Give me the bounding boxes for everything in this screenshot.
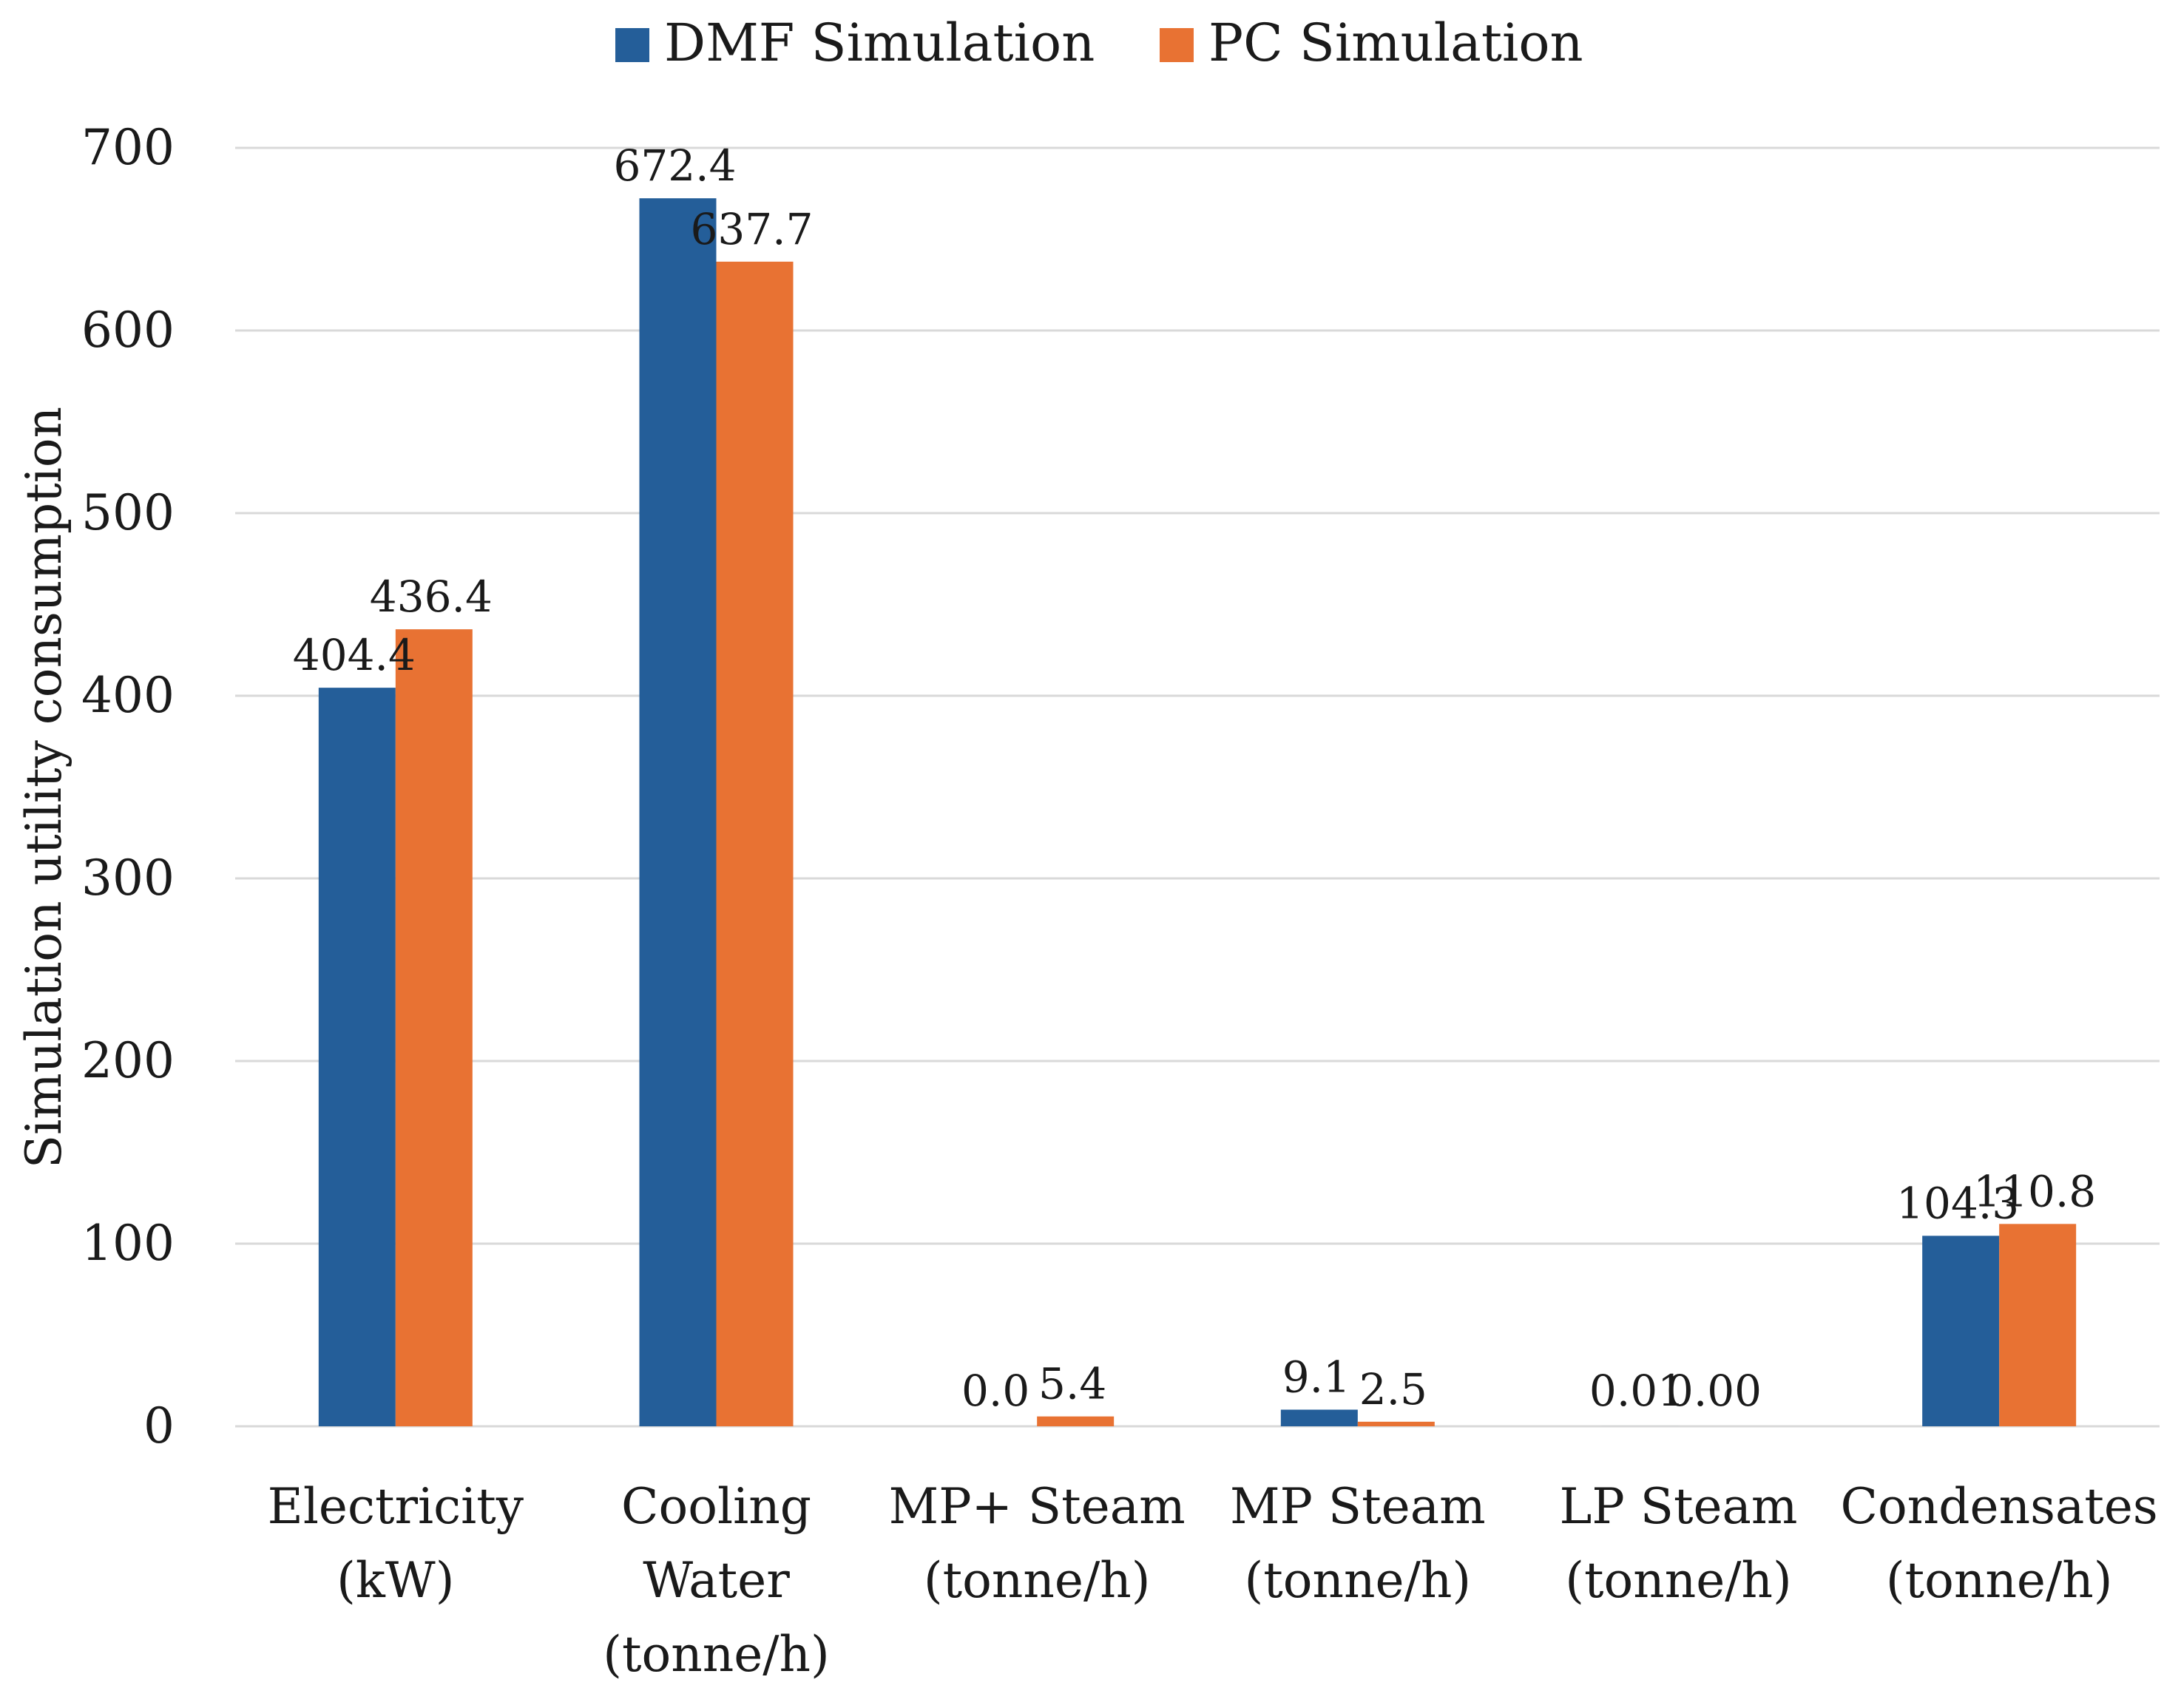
- y-tick-label-0: 0: [143, 1397, 175, 1454]
- category-label-mp-steam: MP Steam (tonne/h): [1230, 1478, 1486, 1609]
- value-label-dmf-simulation-mp-steam: 0.0: [961, 1366, 1029, 1416]
- value-label-pc-simulation-lp-steam: 0.00: [1666, 1366, 1762, 1416]
- category-label-lp-steam: LP Steam (tonne/h): [1560, 1478, 1798, 1609]
- grid-lines: [235, 146, 2160, 1428]
- bar-pc-simulation-mp-steam: [1037, 1416, 1115, 1426]
- bar-pc-simulation-cooling: [716, 261, 794, 1427]
- bar-dmf-simulation-cooling: [639, 198, 717, 1426]
- value-label-pc-simulation-cooling: 637.7: [690, 204, 813, 254]
- value-label-dmf-simulation-condensates: 104.3: [1896, 1178, 2019, 1228]
- bar-dmf-simulation-mp-steam: [1280, 1409, 1358, 1426]
- bar-dmf-simulation-electricity: [318, 688, 396, 1426]
- y-tick-label-200: 200: [81, 1032, 175, 1089]
- bar-pc-simulation-mp-steam: [1357, 1421, 1435, 1426]
- y-tick-label-600: 600: [81, 302, 175, 359]
- value-label-pc-simulation-mp-steam: 5.4: [1038, 1359, 1106, 1409]
- bar-pc-simulation-condensates: [1999, 1224, 2077, 1426]
- category-label-cooling: Cooling Water (tonne/h): [603, 1478, 830, 1683]
- legend-swatch-pc-simulation: [1160, 28, 1194, 62]
- category-label-mp-steam: MP+ Steam (tonne/h): [889, 1478, 1186, 1609]
- value-label-dmf-simulation-cooling: 672.4: [613, 140, 736, 191]
- legend-label-dmf-simulation: DMF Simulation: [664, 13, 1095, 73]
- y-tick-label-400: 400: [81, 667, 175, 724]
- bar-pc-simulation-electricity: [395, 629, 473, 1426]
- y-tick-label-500: 500: [81, 484, 175, 541]
- value-label-dmf-simulation-electricity: 404.4: [293, 630, 416, 680]
- value-label-pc-simulation-electricity: 436.4: [370, 572, 493, 622]
- y-tick-label-700: 700: [81, 119, 175, 176]
- value-label-pc-simulation-mp-steam: 2.5: [1359, 1364, 1427, 1414]
- legend: DMF Simulation PC Simulation: [615, 13, 1583, 73]
- legend-label-pc-simulation: PC Simulation: [1208, 13, 1583, 73]
- value-label-dmf-simulation-lp-steam: 0.01: [1589, 1366, 1685, 1416]
- y-axis-label: Simulation utility consumption: [16, 407, 72, 1168]
- value-label-dmf-simulation-mp-steam: 9.1: [1282, 1352, 1350, 1403]
- legend-swatch-dmf-simulation: [615, 28, 649, 62]
- bars: [318, 198, 2077, 1427]
- y-tick-label-300: 300: [81, 850, 175, 906]
- value-labels: 404.4 436.4 672.4 637.7 0.0 5.4 9.1 2.5 0.010.00…: [293, 140, 2096, 1416]
- value-label-pc-simulation-condensates: 110.8: [1973, 1166, 2096, 1216]
- category-label-electricity: Electricity (kW): [268, 1478, 524, 1609]
- bar-dmf-simulation-condensates: [1922, 1236, 2000, 1426]
- y-axis-tick-labels: 0 100 200 300 400 500 600 700: [81, 119, 175, 1454]
- x-axis-category-labels: Electricity (kW) Cooling Water (tonne/h) MP+ …: [268, 1478, 2158, 1683]
- category-label-condensates: Condensates (tonne/h): [1841, 1478, 2158, 1609]
- y-tick-label-100: 100: [81, 1215, 175, 1272]
